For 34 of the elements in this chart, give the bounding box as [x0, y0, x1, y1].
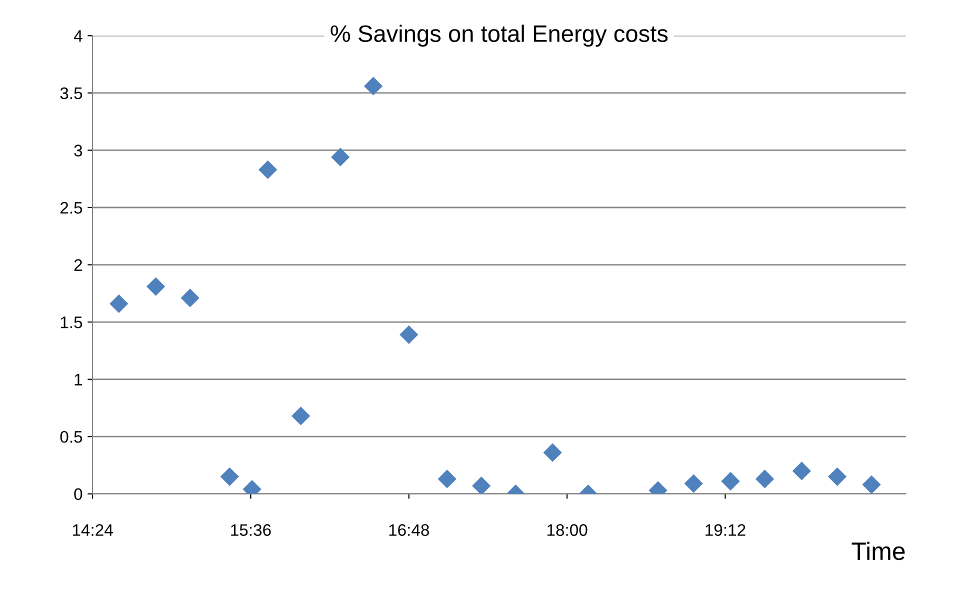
x-tick-label: 15:36: [231, 524, 271, 536]
y-tick-label: 2.5: [60, 202, 82, 214]
point: [400, 325, 418, 344]
point: [110, 294, 128, 314]
point: [180, 288, 200, 308]
x-tick-label: 18:00: [547, 524, 588, 536]
y-tick-label: 0: [74, 488, 82, 500]
point: [828, 467, 847, 486]
point: [792, 462, 812, 480]
point: [472, 476, 491, 494]
point: [146, 277, 166, 296]
chart-title: % Savings on total Energy costs: [330, 24, 668, 47]
y-tick-label: 3.5: [60, 87, 82, 100]
point: [438, 470, 456, 488]
point: [364, 76, 383, 96]
point: [684, 474, 703, 493]
x-tick-label: 14:24: [72, 524, 113, 536]
y-tick-label: 1: [74, 374, 82, 386]
point: [543, 443, 562, 462]
point: [331, 148, 350, 166]
point: [721, 472, 740, 491]
y-tick-label: 3: [74, 144, 82, 156]
x-tick-label: 16:48: [389, 524, 430, 536]
point: [220, 467, 239, 486]
point: [291, 406, 310, 426]
y-tick-label: 0.5: [60, 430, 82, 443]
y-tick-label: 2: [74, 259, 82, 271]
y-tick-label: 1.5: [60, 316, 82, 328]
y-tick-label: 4: [74, 30, 82, 42]
x-axis-title: Time: [852, 542, 905, 560]
x-tick-label: 19:12: [706, 524, 746, 536]
point: [258, 160, 278, 180]
point: [862, 475, 881, 494]
point: [755, 470, 774, 488]
